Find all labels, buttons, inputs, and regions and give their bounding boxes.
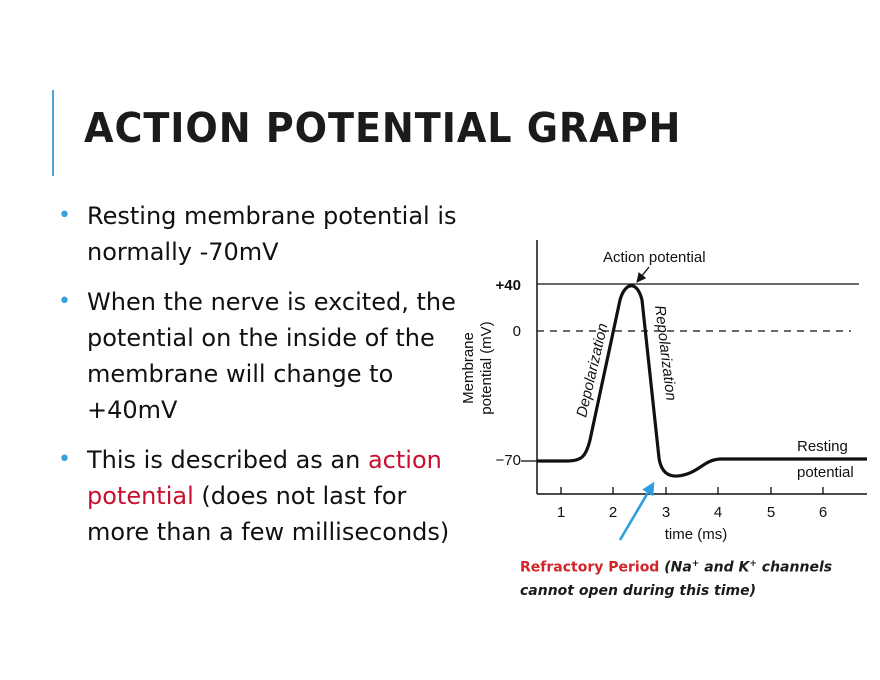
bullet-dot-icon: • bbox=[58, 447, 71, 472]
action-potential-diagram: Membrane potential (mV) +40 0 −70 1 2 3 … bbox=[460, 240, 867, 543]
x-tick-label: 5 bbox=[767, 504, 775, 521]
y-tick-label: +40 bbox=[496, 277, 521, 294]
bullet-dot-icon: • bbox=[58, 203, 71, 228]
bullet-text-after: (does not last for more than a few milli… bbox=[87, 482, 450, 546]
bullet-text: When the nerve is excited, the potential… bbox=[87, 288, 456, 424]
x-tick-label: 6 bbox=[819, 504, 827, 521]
y-tick-label: −70 bbox=[496, 452, 521, 469]
slide-title: ACTION POTENTIAL GRAPH bbox=[84, 104, 682, 152]
repolarization-label: Repolarization bbox=[651, 304, 680, 401]
y-axis-label-line1: Membrane bbox=[460, 332, 477, 404]
bullet-list: • Resting membrane potential is normally… bbox=[58, 198, 468, 564]
bullet-text: Resting membrane potential is normally -… bbox=[87, 202, 457, 266]
bullet-item: • This is described as an action potenti… bbox=[58, 442, 468, 550]
bullet-item: • Resting membrane potential is normally… bbox=[58, 198, 468, 270]
x-tick-label: 3 bbox=[662, 504, 670, 521]
action-potential-highlight: action potential bbox=[87, 446, 442, 510]
action-potential-label: Action potential bbox=[603, 249, 706, 266]
x-tick-label: 1 bbox=[557, 504, 565, 521]
bullet-text-before: This is described as an bbox=[87, 446, 368, 474]
potential-label: potential bbox=[797, 464, 854, 481]
refractory-caption: Refractory Period (Na+ and K+ channels c… bbox=[520, 553, 860, 603]
bullet-dot-icon: • bbox=[58, 289, 71, 314]
refractory-arrow-icon bbox=[618, 481, 655, 541]
caption-text: (Na bbox=[659, 559, 692, 576]
title-accent-bar bbox=[52, 90, 54, 176]
x-tick-label: 2 bbox=[609, 504, 617, 521]
y-axis-label-line2: potential (mV) bbox=[478, 321, 495, 414]
x-tick-label: 4 bbox=[714, 504, 722, 521]
caption-superscript: + bbox=[691, 559, 700, 569]
caption-text: channels cannot open during this time) bbox=[520, 559, 833, 599]
caption-superscript: + bbox=[749, 559, 757, 569]
y-tick-label: 0 bbox=[513, 323, 521, 340]
refractory-period-label: Refractory Period bbox=[520, 559, 660, 576]
x-tick-marks bbox=[560, 487, 824, 494]
action-potential-curve bbox=[537, 284, 867, 478]
resting-label: Resting bbox=[797, 438, 848, 455]
caption-text: and K bbox=[699, 559, 750, 576]
bullet-item: • When the nerve is excited, the potenti… bbox=[58, 284, 468, 428]
x-axis-label: time (ms) bbox=[665, 526, 728, 543]
peak-arrow-icon bbox=[636, 266, 650, 283]
